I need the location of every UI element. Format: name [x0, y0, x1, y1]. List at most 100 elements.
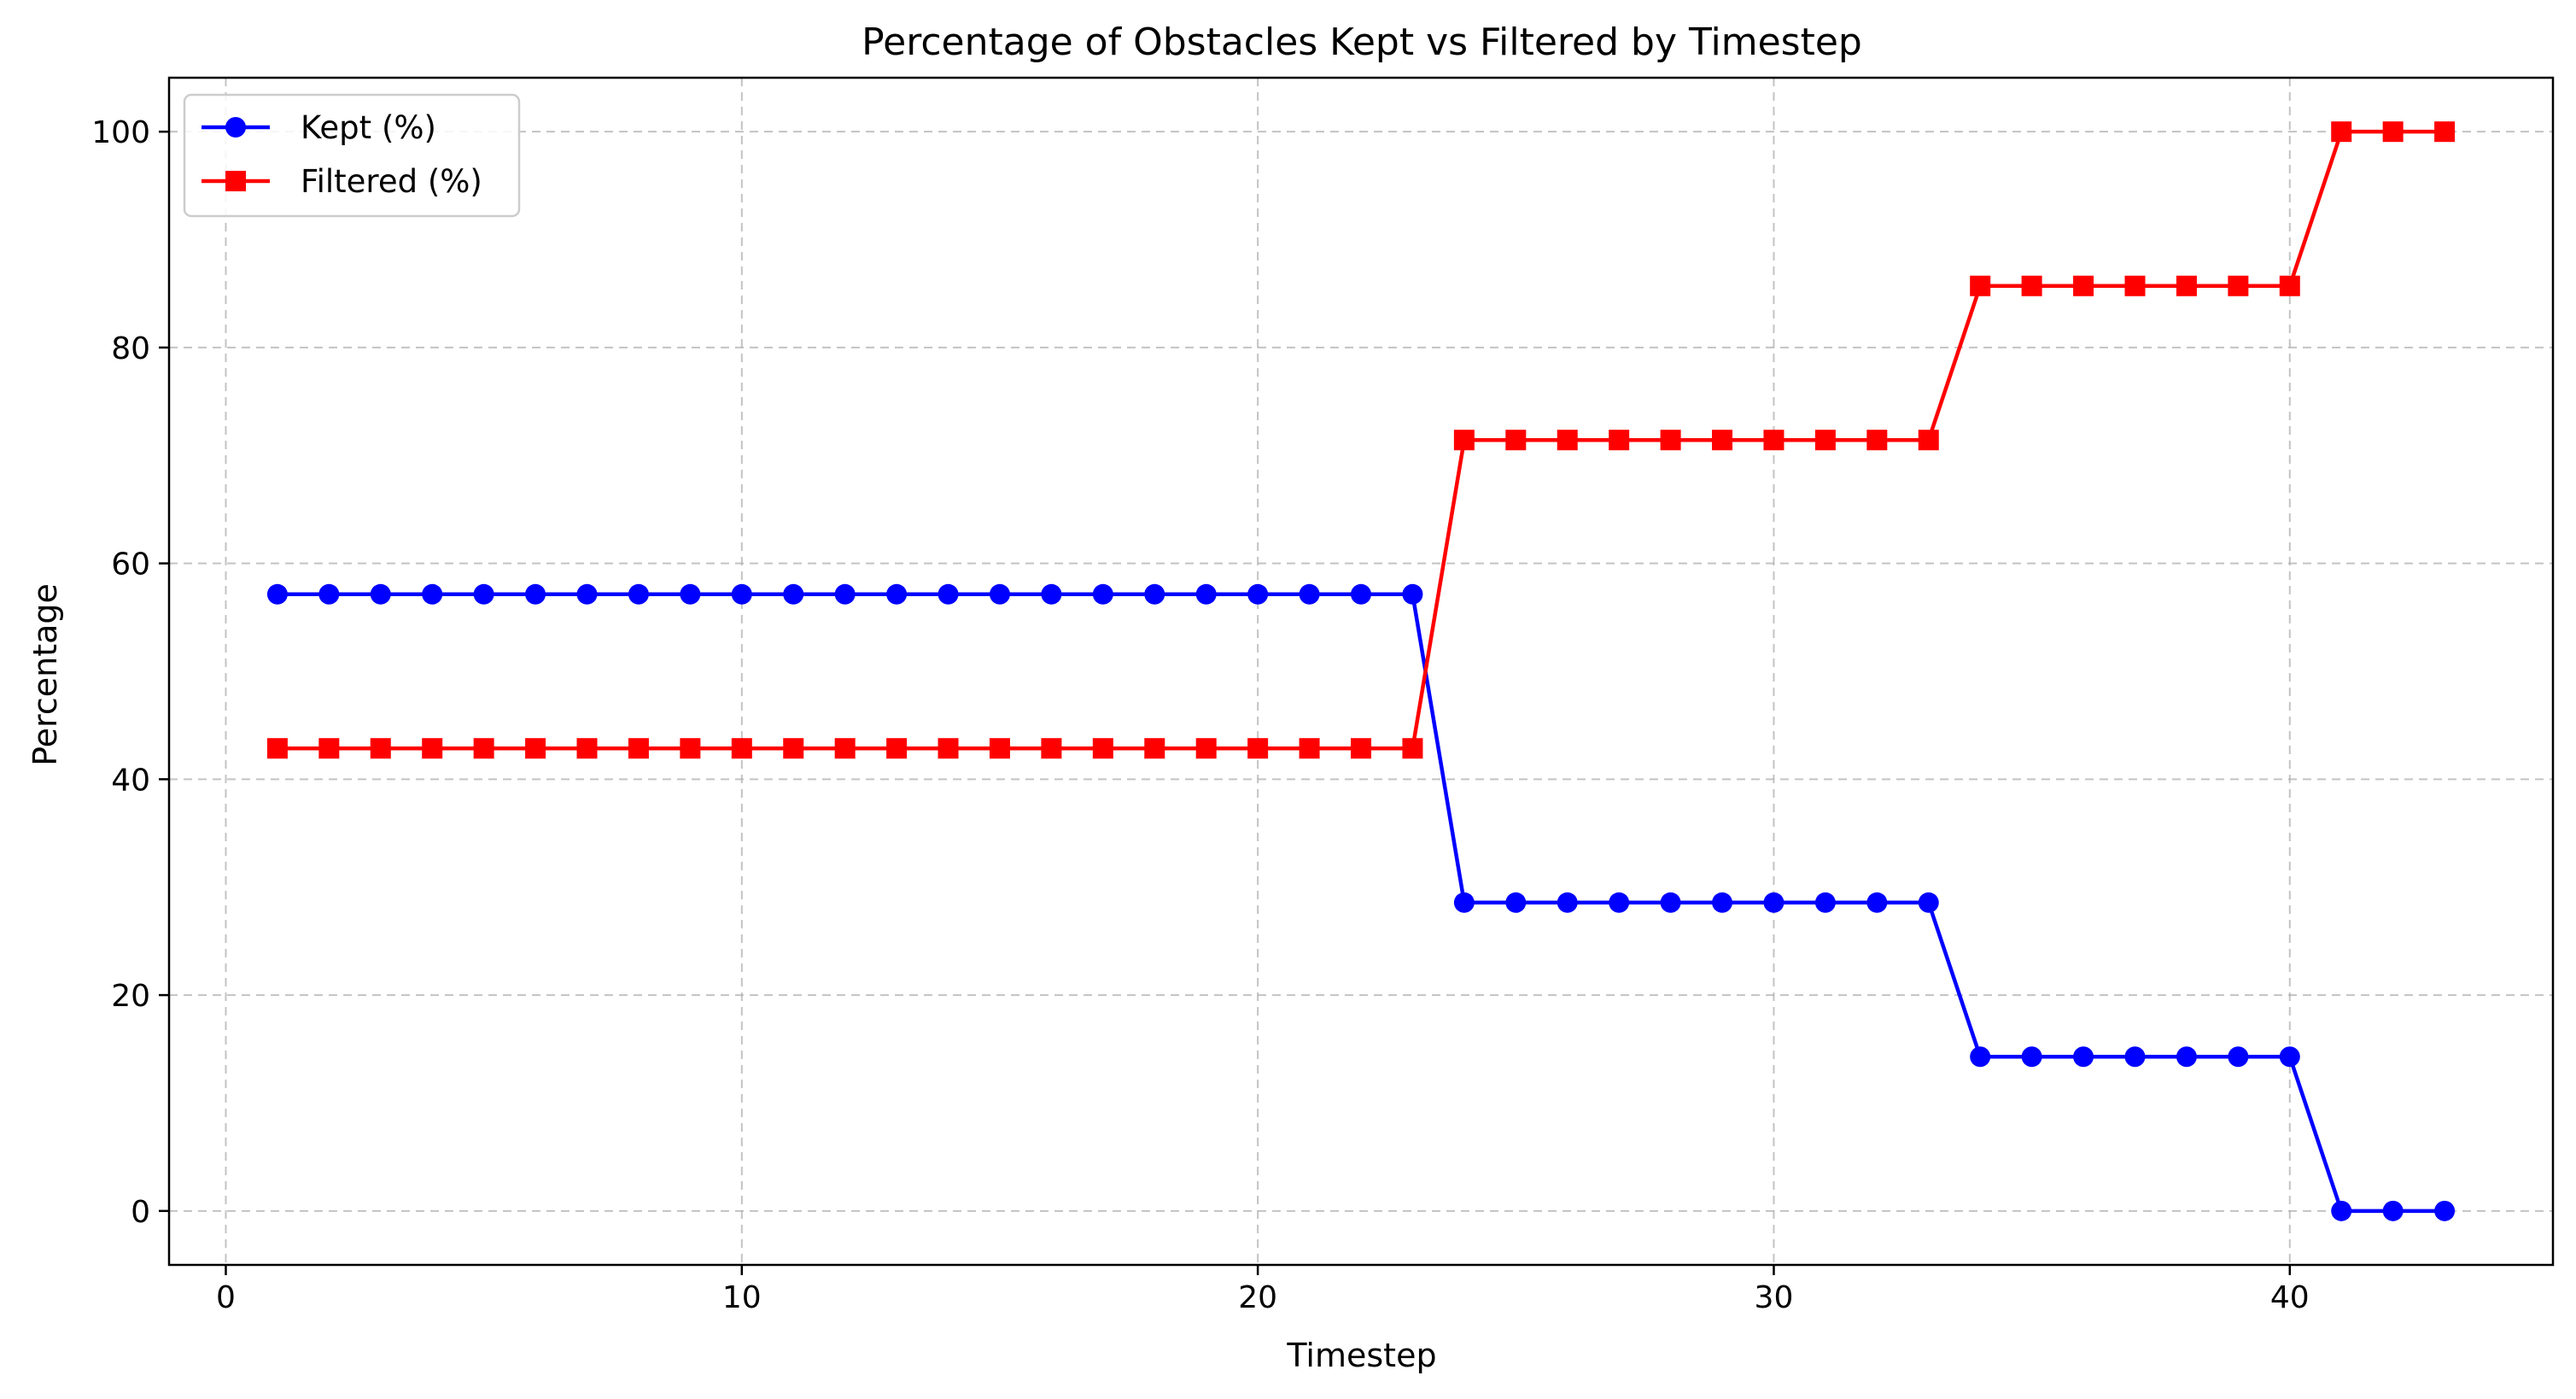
data-point [1557, 892, 1578, 913]
y-axis-label: Percentage [26, 583, 64, 766]
data-point [318, 738, 340, 759]
data-point [2331, 1200, 2352, 1221]
data-point [1144, 583, 1165, 605]
legend-marker [225, 117, 246, 138]
legend-item: Filtered (%) [202, 163, 482, 200]
data-point [1247, 583, 1269, 605]
data-point [318, 583, 340, 605]
y-tick-label: 60 [111, 547, 150, 582]
data-point [1918, 430, 1939, 451]
data-point [1041, 583, 1062, 605]
data-point [783, 738, 804, 759]
data-point [1144, 738, 1165, 759]
y-tick-label: 80 [111, 331, 150, 366]
data-point [1557, 430, 1578, 451]
x-tick-label: 30 [1755, 1280, 1794, 1315]
data-point [266, 583, 288, 605]
data-point [1299, 738, 1320, 759]
data-point [473, 738, 494, 759]
data-point [783, 583, 804, 605]
data-point [1351, 738, 1371, 759]
data-point [731, 738, 752, 759]
data-point [1041, 738, 1062, 759]
x-tick-label: 0 [216, 1280, 236, 1315]
data-point [1866, 430, 1888, 451]
data-point [1763, 892, 1785, 913]
legend: Kept (%) Filtered (%) [183, 93, 521, 218]
data-point [2176, 275, 2197, 296]
data-point [1712, 892, 1733, 913]
data-point [2279, 275, 2300, 296]
legend-item: Kept (%) [202, 109, 436, 146]
data-point [1453, 430, 1475, 451]
y-tick-label: 20 [111, 979, 150, 1014]
data-point [1712, 430, 1733, 451]
data-point [834, 583, 856, 605]
data-point [1970, 275, 1991, 296]
axes: 0 10 20 30 40 0 20 40 60 80 100 [91, 115, 2309, 1315]
data-point [1299, 583, 1320, 605]
data-point [370, 738, 391, 759]
data-point [938, 583, 959, 605]
data-point [1195, 738, 1217, 759]
data-point [1505, 430, 1527, 451]
data-point [525, 738, 546, 759]
data-point [1402, 583, 1423, 605]
data-point [731, 583, 752, 605]
data-point [2073, 275, 2094, 296]
data-point [2434, 121, 2456, 143]
x-axis-label: Timestep [1286, 1337, 1436, 1374]
y-tick-label: 0 [131, 1195, 150, 1230]
data-point [266, 738, 288, 759]
data-point [680, 583, 701, 605]
data-point [1609, 430, 1630, 451]
data-point [1609, 892, 1630, 913]
data-point [1970, 1046, 1991, 1068]
data-point [989, 583, 1010, 605]
data-point [1453, 892, 1475, 913]
data-point [886, 738, 908, 759]
data-point [989, 738, 1010, 759]
data-point [628, 738, 649, 759]
series-filtered [266, 121, 2456, 759]
data-point [2382, 121, 2404, 143]
data-point [2228, 1046, 2249, 1068]
data-point [473, 583, 494, 605]
data-point [938, 738, 959, 759]
data-point [576, 583, 598, 605]
data-point [2176, 1046, 2197, 1068]
data-point [628, 583, 649, 605]
data-point [2382, 1200, 2404, 1221]
data-point [370, 583, 391, 605]
data-point [525, 583, 546, 605]
data-point [1092, 583, 1113, 605]
data-point [1505, 892, 1527, 913]
data-point [1814, 430, 1836, 451]
data-point [1092, 738, 1113, 759]
data-point [422, 738, 443, 759]
y-tick-label: 40 [111, 763, 150, 798]
data-point [2279, 1046, 2300, 1068]
data-point [1247, 738, 1269, 759]
data-point [2021, 275, 2042, 296]
data-point [2331, 121, 2352, 143]
data-point [1814, 892, 1836, 913]
data-point [2434, 1200, 2456, 1221]
legend-label: Kept (%) [301, 109, 436, 146]
chart-title: Percentage of Obstacles Kept vs Filtered… [862, 20, 1862, 64]
data-point [422, 583, 443, 605]
data-point [2228, 275, 2249, 296]
legend-box [183, 93, 521, 218]
legend-marker [225, 171, 246, 191]
data-point [1918, 892, 1939, 913]
data-point [1195, 583, 1217, 605]
data-point [2124, 1046, 2146, 1068]
data-point [2073, 1046, 2094, 1068]
data-point [1351, 583, 1371, 605]
series-kept [266, 583, 2456, 1221]
data-point [2021, 1046, 2042, 1068]
legend-label: Filtered (%) [301, 163, 482, 200]
grid-lines [169, 78, 2553, 1265]
y-tick-label: 100 [91, 115, 150, 150]
